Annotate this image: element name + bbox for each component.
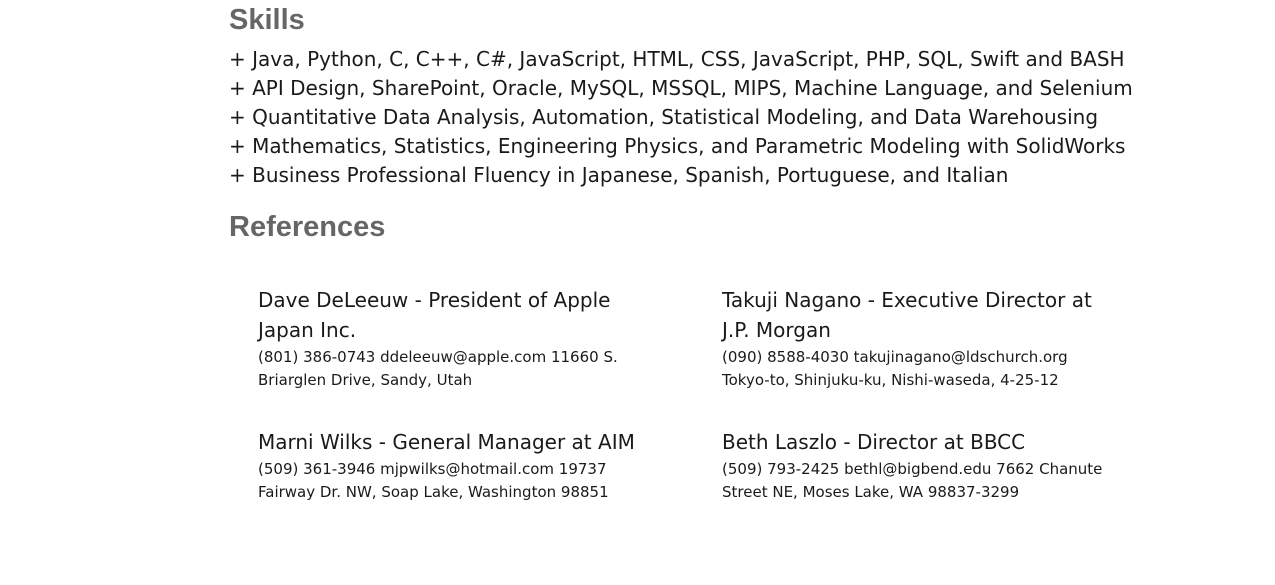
- references-heading: References: [229, 211, 386, 243]
- reference-contact: (090) 8588-4030 takujinagano@ldschurch.o…: [722, 348, 1068, 389]
- reference-card: Beth Laszlo - Director at BBCC (509) 793…: [722, 427, 1112, 503]
- skill-item: + Quantitative Data Analysis, Automation…: [229, 105, 1099, 129]
- skills-list: + Java, Python, C, C++, C#, JavaScript, …: [229, 45, 1133, 190]
- reference-contact: (801) 386-0743 ddeleeuw@apple.com 11660 …: [258, 348, 618, 389]
- skill-item: + Mathematics, Statistics, Engineering P…: [229, 134, 1126, 158]
- skills-heading: Skills: [229, 4, 305, 36]
- reference-name: Dave DeLeeuw - President of Apple Japan …: [258, 288, 611, 342]
- skill-item: + Java, Python, C, C++, C#, JavaScript, …: [229, 47, 1125, 71]
- reference-card: Takuji Nagano - Executive Director at J.…: [722, 285, 1112, 391]
- reference-name: Marni Wilks - General Manager at AIM: [258, 430, 635, 454]
- skill-item: + API Design, SharePoint, Oracle, MySQL,…: [229, 76, 1133, 100]
- reference-name: Takuji Nagano - Executive Director at J.…: [722, 288, 1092, 342]
- reference-contact: (509) 793-2425 bethl@bigbend.edu 7662 Ch…: [722, 460, 1103, 501]
- reference-card: Marni Wilks - General Manager at AIM (50…: [258, 427, 648, 503]
- reference-name: Beth Laszlo - Director at BBCC: [722, 430, 1026, 454]
- skill-item: + Business Professional Fluency in Japan…: [229, 163, 1009, 187]
- reference-contact: (509) 361-3946 mjpwilks@hotmail.com 1973…: [258, 460, 609, 501]
- reference-card: Dave DeLeeuw - President of Apple Japan …: [258, 285, 648, 391]
